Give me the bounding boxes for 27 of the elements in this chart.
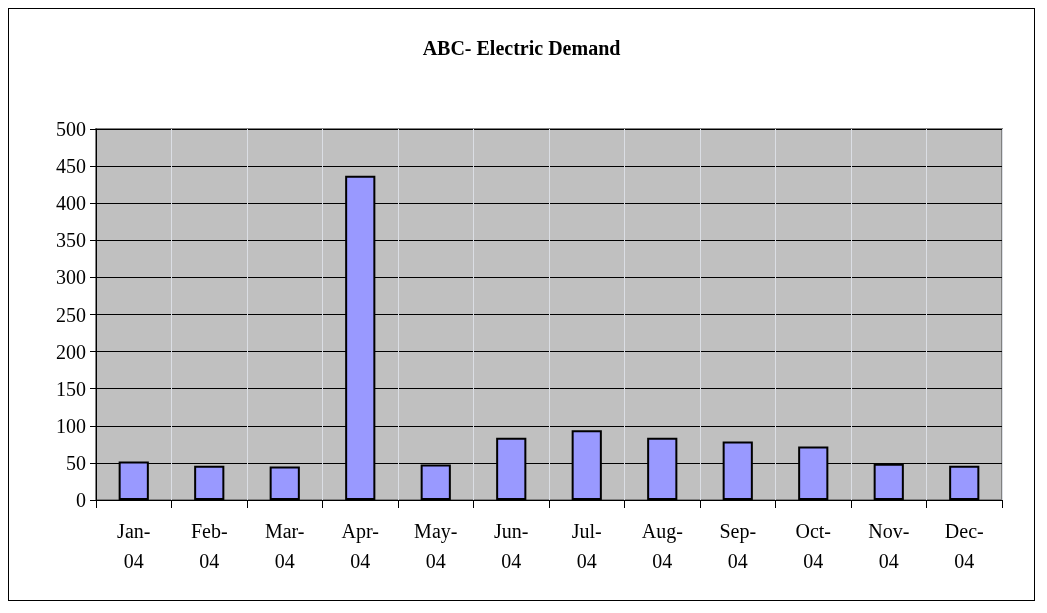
bar [269,466,300,500]
chart-title: ABC- Electric Demand [422,37,621,59]
x-tick-label: Oct-04 [795,520,832,572]
x-tick-label: Nov-04 [868,520,910,572]
x-tick-label: Mar-04 [264,520,305,572]
y-tick-label: 450 [56,155,86,178]
y-tick-label: 350 [56,229,86,252]
x-tick-label: May-04 [414,520,458,572]
y-tick-label: 100 [56,414,86,437]
y-tick-label: 500 [56,118,86,140]
y-tick-label: 200 [56,340,86,363]
x-tick-label: Apr-04 [341,520,379,572]
y-tick-label: 400 [56,192,86,215]
x-tick-label: Dec-04 [944,520,984,572]
x-tick-label: Jan-04 [117,520,151,572]
bar [949,465,980,500]
bar [194,465,225,500]
y-tick-label: 0 [76,489,86,511]
y-tick-label: 250 [56,303,86,326]
y-tick-label: 300 [56,266,86,289]
x-tick-label: Feb-04 [190,520,228,572]
y-tick-label: 150 [56,377,86,400]
x-tick-label: Jul-04 [571,520,602,572]
x-tick-label: Aug-04 [641,520,683,572]
x-tick-label: Sep-04 [719,520,757,572]
x-tick-label: Jun-04 [494,520,529,572]
y-tick-label: 50 [66,451,86,474]
